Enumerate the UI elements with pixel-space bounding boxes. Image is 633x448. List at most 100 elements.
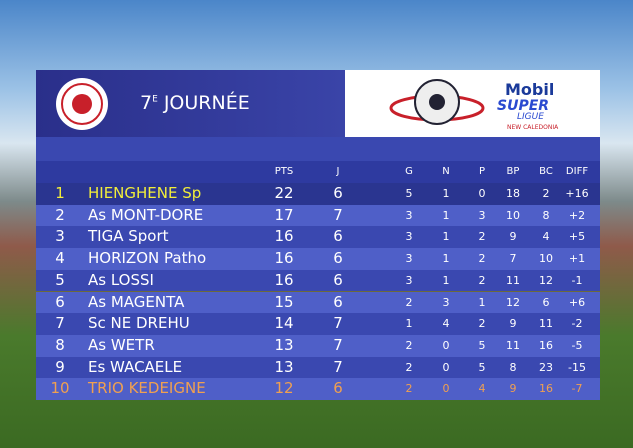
stat: 11 (506, 273, 520, 287)
header-bar: 7E JOURNÉE (36, 70, 345, 137)
stat: 2 (405, 360, 413, 374)
column-label: N (442, 166, 450, 177)
title: 7E JOURNÉE (140, 92, 250, 114)
stat: 2 (405, 382, 413, 396)
table-row: 9 Es WACAELE 13 7 2 0 5 8 23 -15 (36, 356, 600, 379)
stat: 6 (333, 292, 343, 311)
rank: 3 (55, 227, 65, 246)
stat: 6 (333, 270, 343, 289)
stat: 3 (478, 208, 486, 222)
ball-logo (389, 79, 485, 125)
stat: 6 (333, 184, 343, 202)
column-label: BC (539, 166, 553, 177)
stat: 7 (333, 314, 343, 333)
stat: 14 (274, 314, 294, 333)
stripe (36, 137, 600, 161)
team: TIGA Sport (88, 227, 169, 246)
stat: 18 (506, 187, 520, 200)
column-label: BP (506, 166, 520, 177)
stat: -15 (568, 360, 586, 374)
stat: +6 (568, 295, 586, 309)
table-row: 2 As MONT-DORE 17 7 3 1 3 10 8 +2 (36, 204, 600, 227)
column-header: PTS J G N P BP BC DIFF (36, 161, 600, 183)
rank: 4 (55, 249, 65, 268)
stat: 9 (509, 317, 517, 331)
stat: 16 (539, 382, 553, 396)
table-row: 3 TIGA Sport 16 6 3 1 2 9 4 +5 (36, 226, 600, 249)
stat: 6 (542, 295, 550, 309)
stat: -5 (571, 338, 583, 352)
stat: -2 (571, 317, 583, 331)
stat: 2 (478, 317, 486, 331)
stat: 6 (333, 379, 343, 398)
brand: Mobil (505, 80, 555, 99)
stat: 0 (442, 382, 450, 396)
stat: 3 (405, 252, 413, 266)
table-row: 1 HIENGHENE Sp 22 6 5 1 0 18 2 +16 (36, 183, 600, 205)
stat: 1 (478, 295, 486, 309)
stat: 11 (539, 317, 553, 331)
rank: 1 (55, 184, 65, 202)
stat: 7 (333, 205, 343, 224)
team: As MAGENTA (88, 292, 185, 311)
table-row: 8 As WETR 13 7 2 0 5 11 16 -5 (36, 334, 600, 357)
title-text: JOURNÉE (163, 92, 250, 114)
stat: 8 (509, 360, 517, 374)
title-num: 7 (140, 92, 153, 114)
stat: 2 (405, 295, 413, 309)
stat: 10 (506, 208, 520, 222)
title-sup: E (152, 94, 158, 105)
stat: 2 (478, 273, 486, 287)
stat: 7 (333, 335, 343, 354)
stat: 22 (274, 184, 294, 202)
team: Sc NE DREHU (88, 314, 190, 333)
stat: 16 (274, 227, 294, 246)
rank: 10 (50, 379, 70, 398)
stat: -7 (571, 382, 583, 396)
federation-logo (56, 78, 108, 130)
stat: 6 (333, 227, 343, 246)
stat: 1 (442, 230, 450, 244)
league-1: SUPER (497, 98, 550, 114)
stat: 0 (442, 338, 450, 352)
stat: 2 (542, 187, 550, 200)
stat: 3 (405, 273, 413, 287)
stat: 2 (478, 230, 486, 244)
column-label: DIFF (565, 166, 589, 177)
stat: 5 (478, 338, 486, 352)
league-2: LIGUE (517, 112, 544, 122)
stat: 23 (539, 360, 553, 374)
stat: 16 (539, 338, 553, 352)
stat: 15 (274, 292, 294, 311)
standings-panel: 7E JOURNÉE Mobil SUPER LIGUE NEW CALEDON… (36, 70, 600, 400)
stat: 10 (539, 252, 553, 266)
stat: 4 (442, 317, 450, 331)
stat: -1 (571, 273, 583, 287)
rank: 9 (55, 357, 65, 376)
rank: 2 (55, 205, 65, 224)
stat: +5 (568, 230, 586, 244)
stat: +16 (565, 187, 589, 200)
stat: 1 (442, 273, 450, 287)
stat: 12 (274, 379, 294, 398)
stat: 1 (442, 252, 450, 266)
region: NEW CALEDONIA (507, 124, 559, 131)
stat: 16 (274, 270, 294, 289)
stat: 13 (274, 357, 294, 376)
team: TRIO KEDEIGNE (88, 379, 206, 398)
team: Es WACAELE (88, 357, 183, 376)
stat: 0 (442, 360, 450, 374)
team: HIENGHENE Sp (88, 184, 202, 202)
column-label: G (405, 166, 413, 177)
stat: 3 (405, 230, 413, 244)
stat: 3 (405, 208, 413, 222)
stat: 11 (506, 338, 520, 352)
stat: 0 (478, 187, 486, 200)
rank: 7 (55, 314, 65, 333)
rank: 6 (55, 292, 65, 311)
sponsor-area: Mobil SUPER LIGUE NEW CALEDONIA (345, 70, 600, 137)
team: As LOSSI (88, 270, 154, 289)
stat: 5 (478, 360, 486, 374)
stat: 2 (405, 338, 413, 352)
rank: 8 (55, 335, 65, 354)
